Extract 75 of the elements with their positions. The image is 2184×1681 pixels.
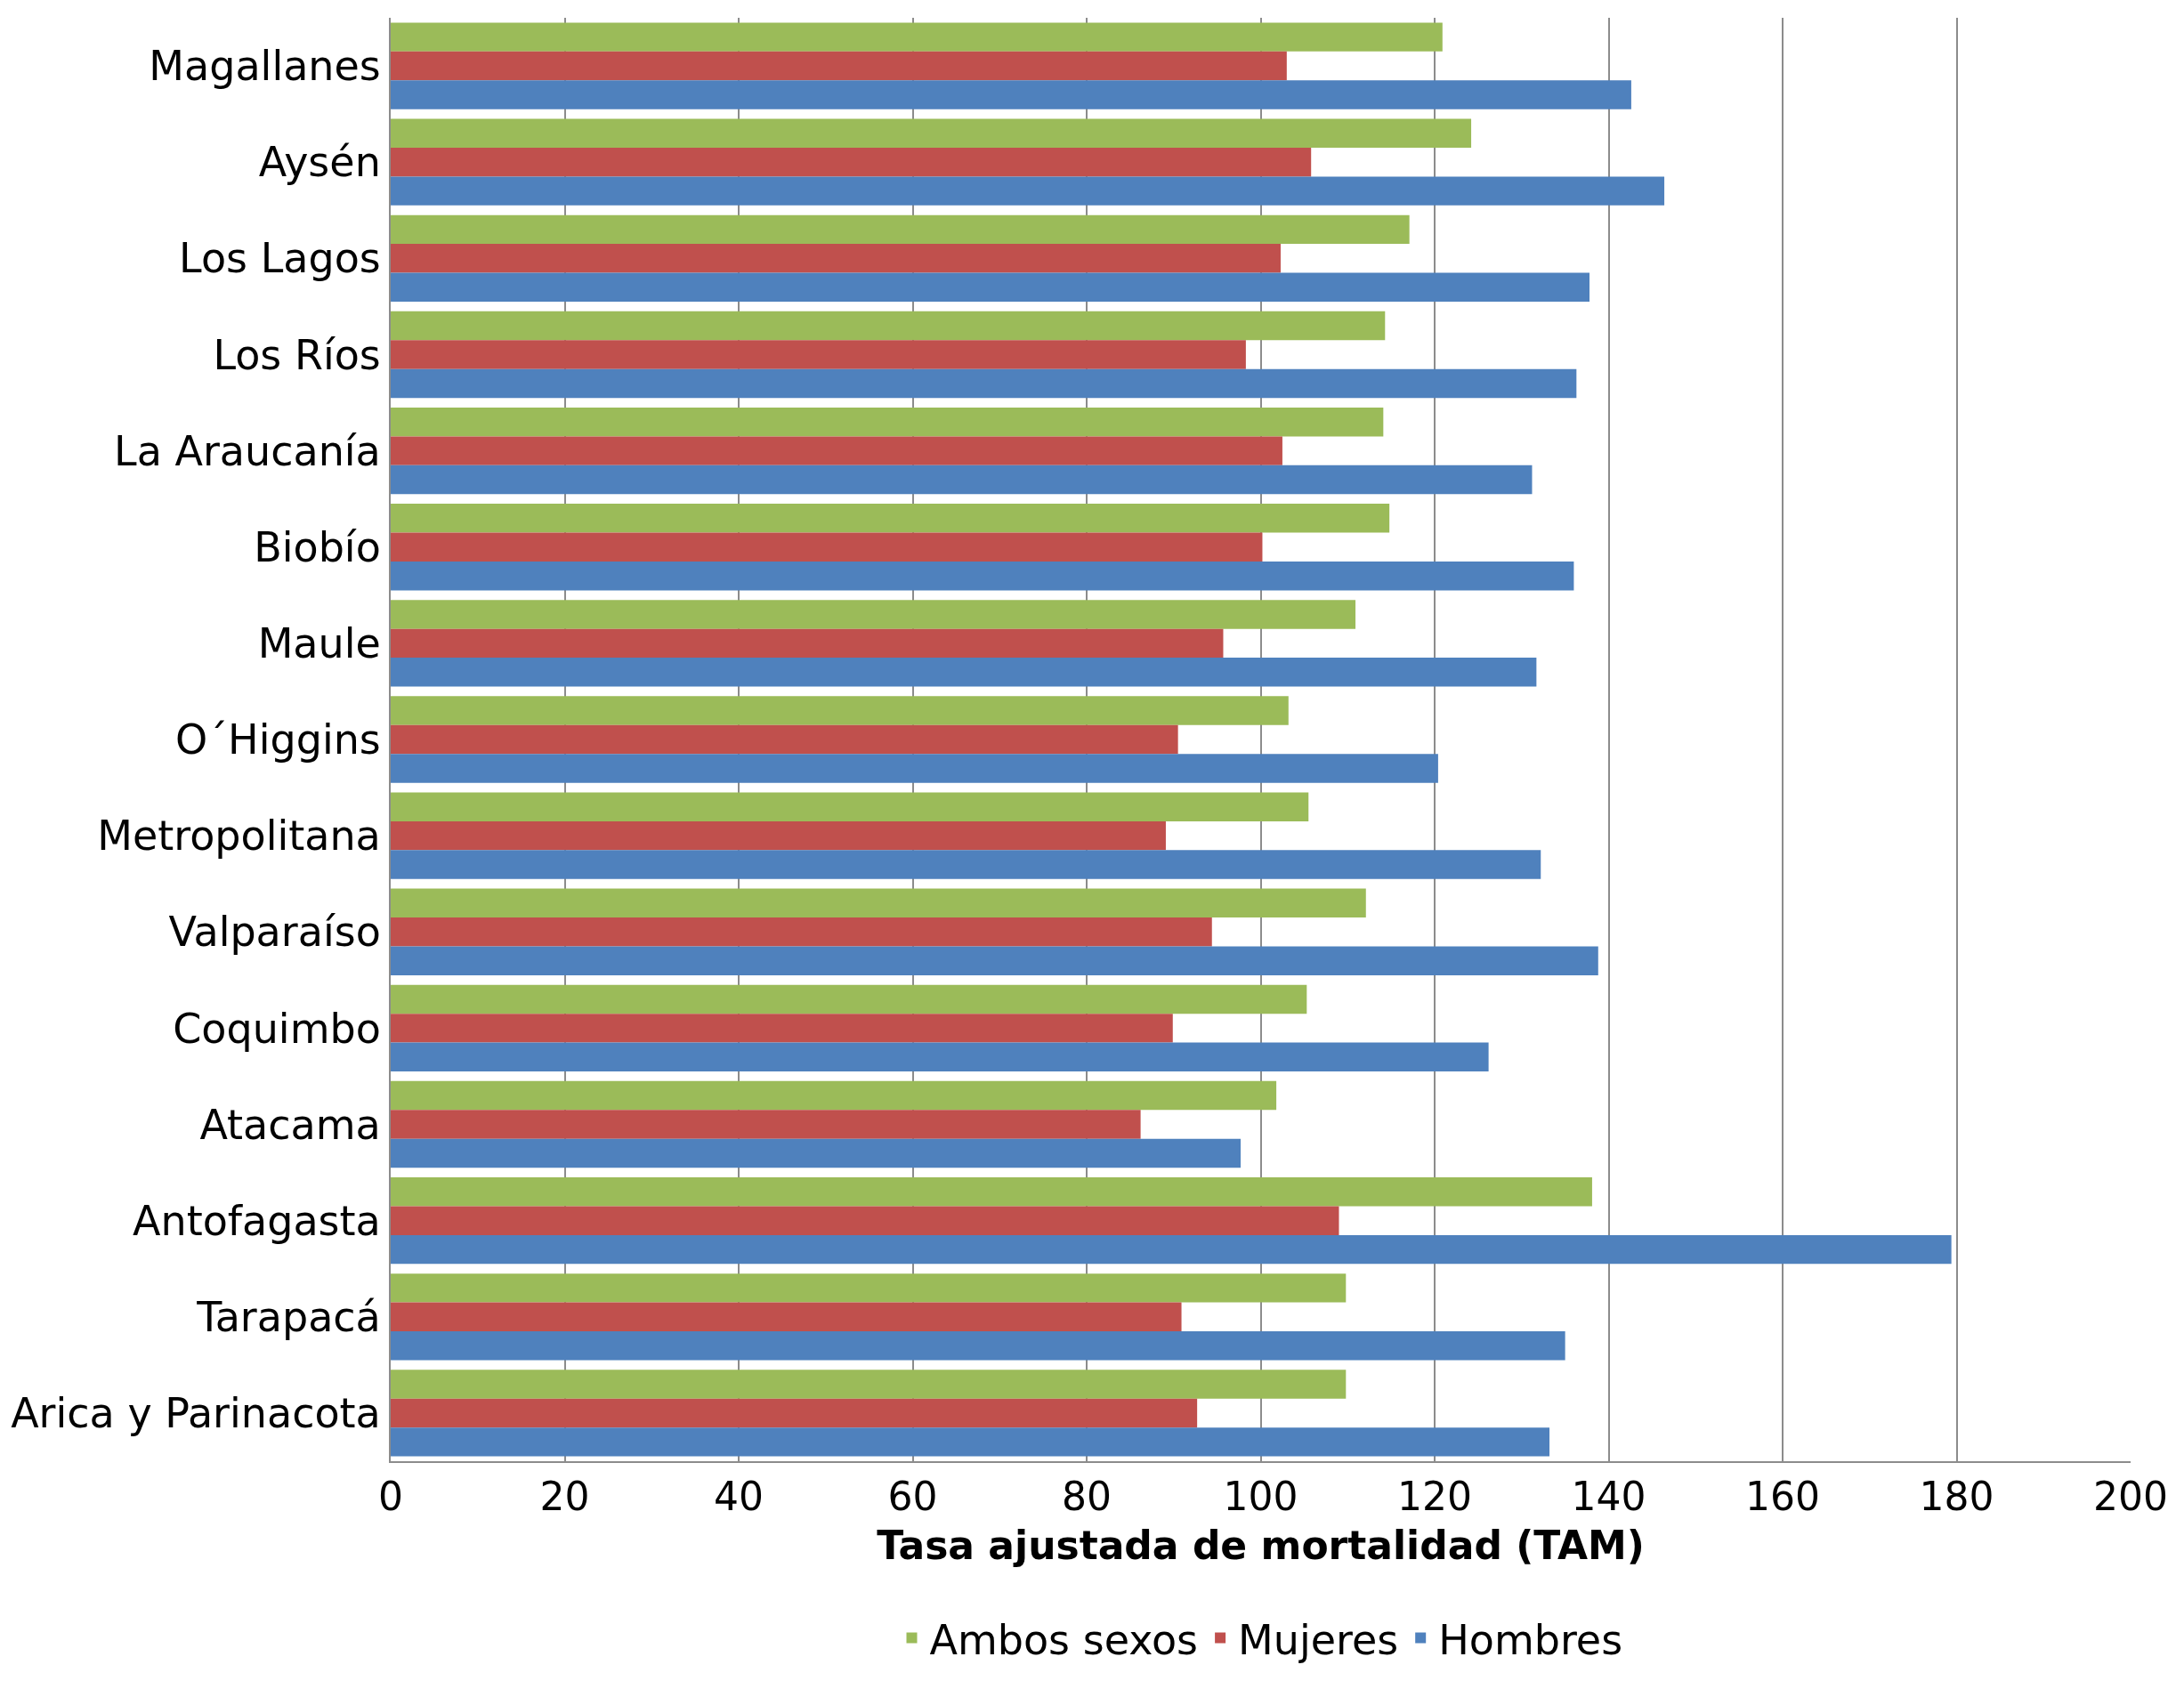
bar [391, 600, 1356, 629]
bar [391, 1080, 1277, 1111]
x-tick-label: 120 [1397, 1473, 1472, 1519]
bar [391, 1206, 1339, 1235]
bar [391, 465, 1533, 495]
x-tick-label: 140 [1571, 1473, 1646, 1519]
legend-label: Mujeres [1238, 1615, 1399, 1664]
x-tick-label: 160 [1745, 1473, 1820, 1519]
x-tick-label: 60 [887, 1473, 938, 1519]
bar [391, 311, 1386, 341]
bar [391, 51, 1287, 81]
bar [391, 244, 1281, 273]
bar [391, 1042, 1489, 1072]
y-tick-label: Antofagasta [133, 1196, 381, 1245]
bar [391, 628, 1224, 659]
bar [391, 532, 1263, 562]
y-tick-label: O´Higgins [174, 715, 381, 764]
x-tick-label: 80 [1062, 1473, 1112, 1519]
bar [391, 1427, 1550, 1457]
bar [391, 1177, 1592, 1207]
y-tick-label: Biobío [254, 522, 381, 571]
bar [391, 176, 1665, 206]
bar [391, 1138, 1242, 1168]
bar [391, 724, 1178, 755]
x-tick-label: 200 [2093, 1473, 2168, 1519]
bar [391, 407, 1384, 437]
legend-label: Ambos sexos [929, 1615, 1199, 1664]
bar [391, 888, 1366, 918]
bar [391, 214, 1410, 245]
bar [391, 340, 1246, 369]
bar [391, 850, 1541, 879]
bar [391, 504, 1390, 533]
bar [391, 658, 1537, 687]
bar [391, 1370, 1347, 1399]
bar [391, 1398, 1198, 1428]
x-tick-label: 0 [378, 1473, 403, 1519]
bar [391, 820, 1166, 851]
bar [391, 696, 1289, 725]
y-tick-label: Magallanes [149, 42, 381, 91]
bar [391, 436, 1282, 465]
bar [391, 272, 1589, 302]
y-tick-label: Arica y Parinacota [11, 1389, 381, 1438]
bar [391, 561, 1574, 591]
bar [391, 946, 1598, 975]
bar [391, 118, 1472, 148]
bar [391, 917, 1212, 947]
y-tick-label: Aysén [258, 138, 381, 187]
bar [391, 368, 1577, 399]
bar [391, 1110, 1141, 1139]
y-tick-label: Valparaíso [168, 908, 381, 957]
bar [391, 80, 1631, 109]
bar [391, 1302, 1182, 1332]
y-tick-label: Tarapacá [196, 1292, 381, 1341]
bar [391, 1273, 1347, 1303]
y-tick-label: Maule [257, 618, 381, 667]
bar [391, 1014, 1173, 1043]
y-tick-label: Atacama [199, 1100, 381, 1149]
y-tick-label: Coquimbo [173, 1004, 381, 1053]
y-tick-label: Los Ríos [213, 330, 381, 379]
x-tick-label: 180 [1919, 1473, 1994, 1519]
y-tick-label: La Araucanía [114, 426, 381, 475]
bar [391, 1234, 1952, 1265]
x-tick-label: 20 [539, 1473, 590, 1519]
bar [391, 792, 1309, 821]
bar [391, 22, 1443, 52]
y-tick-label: Metropolitana [97, 812, 381, 861]
x-axis-title: Tasa ajustada de mortalidad (TAM) [877, 1522, 1645, 1568]
legend-label: Hombres [1438, 1615, 1623, 1664]
bar [391, 754, 1438, 783]
bar [391, 984, 1307, 1014]
x-tick-label: 100 [1223, 1473, 1298, 1519]
bar [391, 147, 1312, 177]
bar [391, 1331, 1565, 1361]
y-tick-label: Los Lagos [179, 234, 381, 283]
x-tick-label: 40 [714, 1473, 764, 1519]
